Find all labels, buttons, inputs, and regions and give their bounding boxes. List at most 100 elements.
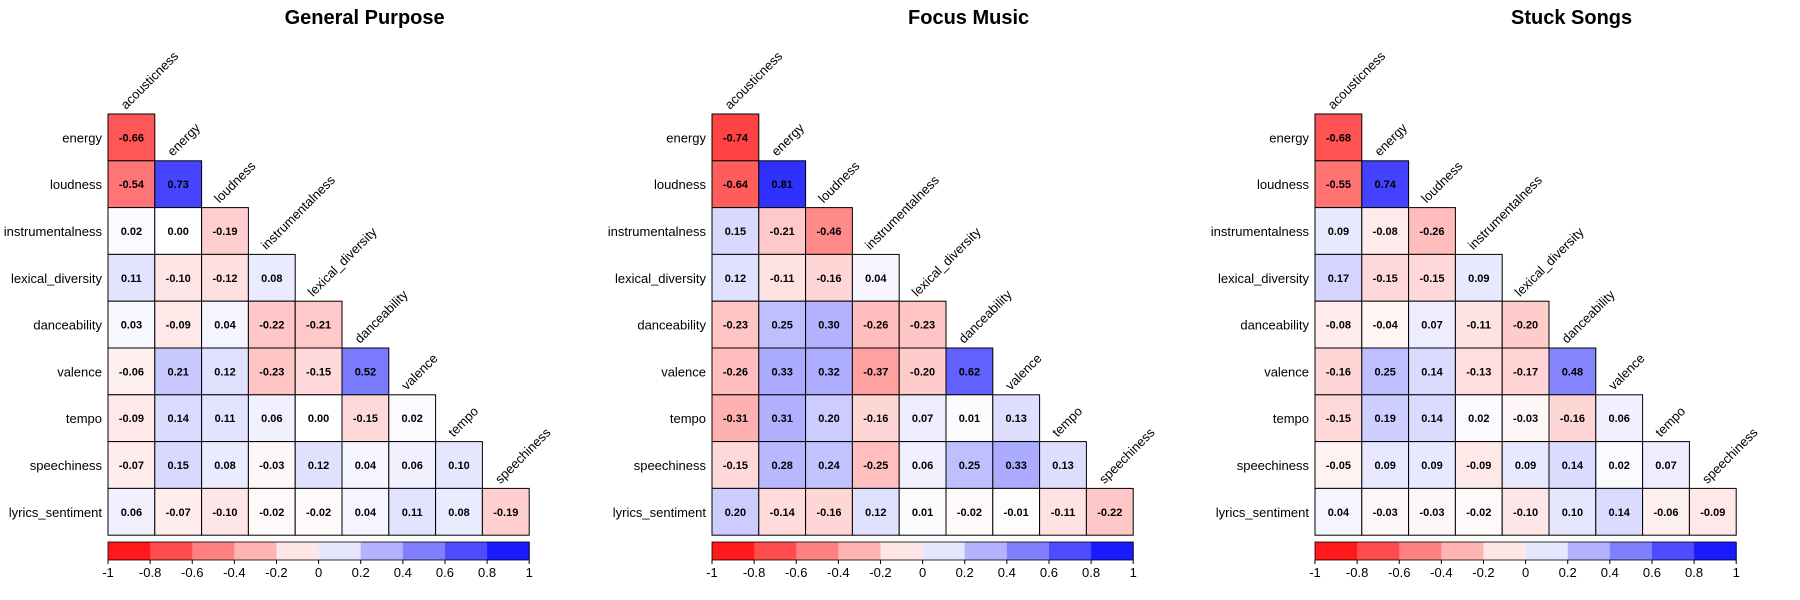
heat-cell <box>154 347 203 396</box>
heat-cell <box>201 487 249 536</box>
legend-swatch <box>1357 542 1400 560</box>
row-label: valence <box>57 364 102 379</box>
heat-cell <box>1361 160 1410 209</box>
cell-value: 0.04 <box>865 273 887 285</box>
legend-tick-label: 0 <box>1522 565 1529 580</box>
heat-cell <box>1548 347 1597 396</box>
heat-cell <box>945 441 994 489</box>
cell-value: 0.14 <box>1608 507 1630 519</box>
legend-tick-label: 0.6 <box>1040 565 1058 580</box>
cell-value: 0.14 <box>1421 413 1443 425</box>
heat-cell <box>481 487 530 536</box>
cell-value: 0.06 <box>261 413 282 425</box>
row-label: lexical_diversity <box>615 271 707 286</box>
legend-swatch <box>1694 542 1737 560</box>
column-label: lexical_diversity <box>305 224 380 299</box>
cell-value: 0.12 <box>725 273 746 285</box>
heat-cell <box>1408 207 1456 255</box>
legend-tick-label: -0.8 <box>139 565 161 580</box>
heat-cell <box>1454 253 1503 302</box>
heat-cell <box>107 160 156 209</box>
legend-tick-label: -1 <box>706 565 718 580</box>
cell-value: -0.19 <box>493 507 518 519</box>
column-label: valence <box>1605 351 1647 393</box>
legend-swatch <box>1091 542 1134 560</box>
row-label: lexical_diversity <box>1218 271 1310 286</box>
column-label: danceability <box>1559 287 1619 347</box>
panel-1: General Purpose energy -0.66 loudness -0.54 0… <box>4 7 554 580</box>
heat-cell <box>898 394 947 443</box>
cell-value: 0.14 <box>167 413 189 425</box>
cell-value: -0.26 <box>863 320 888 332</box>
heat-cell <box>758 207 807 255</box>
legend-tick-label: 1 <box>1733 565 1740 580</box>
legend-swatch <box>1006 542 1050 560</box>
heat-cell <box>711 113 760 162</box>
column-label: tempo <box>1049 404 1085 440</box>
cell-value: -0.21 <box>306 320 331 332</box>
legend-tick-label: -0.2 <box>265 565 287 580</box>
legend-tick-label: -0.2 <box>1472 565 1494 580</box>
column-label: speechiness <box>1699 424 1761 486</box>
cell-value: -0.26 <box>723 366 748 378</box>
cell-value: 0.81 <box>771 179 792 191</box>
heat-cell <box>1642 441 1690 489</box>
column-label: lexical_diversity <box>1512 224 1587 299</box>
cell-value: 0.20 <box>818 413 839 425</box>
cell-value: -0.11 <box>1051 507 1075 519</box>
legend-swatch <box>108 542 151 560</box>
chart-title: General Purpose <box>285 7 445 29</box>
cell-value: -0.26 <box>1419 226 1444 238</box>
cell-value: 0.09 <box>1374 460 1395 472</box>
legend-tick-label: 1 <box>1130 565 1137 580</box>
row-label: loudness <box>1257 177 1310 192</box>
heat-cell <box>758 160 807 209</box>
heat-cell <box>1501 347 1550 396</box>
row-label: energy <box>666 130 706 145</box>
heat-cell <box>1548 487 1597 536</box>
cell-value: 0.10 <box>1562 507 1583 519</box>
heat-cell <box>247 487 296 536</box>
cell-value: 0.21 <box>167 366 188 378</box>
cell-value: -0.03 <box>1373 507 1398 519</box>
legend-swatch <box>1651 542 1695 560</box>
cell-value: -0.15 <box>723 460 748 472</box>
row-label: speechiness <box>1237 458 1310 473</box>
legend-swatch <box>487 542 530 560</box>
legend-swatch <box>1048 542 1092 560</box>
heat-cell <box>1454 300 1503 349</box>
column-label: valence <box>1002 351 1044 393</box>
cell-value: -0.03 <box>1419 507 1444 519</box>
cell-value: 0.73 <box>167 179 188 191</box>
legend-swatch <box>880 542 924 560</box>
cell-value: 0.25 <box>771 320 792 332</box>
cell-value: -0.23 <box>259 366 284 378</box>
cell-value: -0.20 <box>910 366 935 378</box>
legend-swatch <box>922 542 966 560</box>
heat-cell <box>1501 394 1550 443</box>
heat-cell <box>805 347 853 396</box>
heat-cell <box>805 487 853 536</box>
column-label: instrumentalness <box>862 172 942 252</box>
cell-value: 0.06 <box>912 460 933 472</box>
cell-value: -0.22 <box>259 320 284 332</box>
cell-value: 0.52 <box>355 366 376 378</box>
column-label: tempo <box>445 404 481 440</box>
cell-value: -0.37 <box>863 366 888 378</box>
cell-value: -0.08 <box>1326 320 1351 332</box>
legend-tick-label: 0 <box>919 565 926 580</box>
heat-cell <box>154 160 203 209</box>
cell-value: -0.09 <box>1466 460 1491 472</box>
cell-value: -0.20 <box>1513 320 1538 332</box>
cell-value: 0.08 <box>214 460 235 472</box>
cell-value: 0.48 <box>1562 366 1583 378</box>
cell-value: -0.09 <box>166 320 191 332</box>
cell-value: -0.06 <box>119 366 144 378</box>
column-label: acousticness <box>1325 48 1389 112</box>
heat-cell <box>435 441 483 489</box>
legend-tick-label: 0.8 <box>1685 565 1703 580</box>
cell-value: 0.32 <box>818 366 839 378</box>
row-label: danceability <box>1240 318 1309 333</box>
cell-value: -0.25 <box>863 460 888 472</box>
heat-cell <box>341 394 390 443</box>
